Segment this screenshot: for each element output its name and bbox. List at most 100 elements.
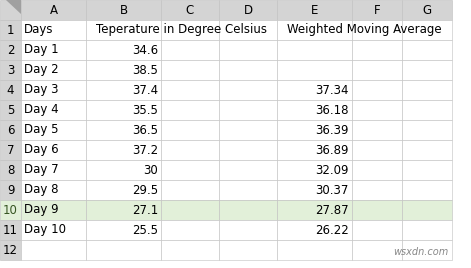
Bar xyxy=(352,40,402,60)
Bar xyxy=(402,180,452,200)
Bar xyxy=(219,100,277,120)
Text: Days: Days xyxy=(24,24,54,36)
Bar xyxy=(86,20,161,40)
Bar xyxy=(161,100,219,120)
Text: 5: 5 xyxy=(7,103,14,117)
Bar xyxy=(21,180,86,200)
Text: Day 6: Day 6 xyxy=(24,143,58,157)
Text: 4: 4 xyxy=(7,84,14,96)
Bar xyxy=(0,60,21,80)
Bar xyxy=(352,120,402,140)
Text: 12: 12 xyxy=(3,244,18,256)
Bar xyxy=(161,20,219,40)
Text: Day 3: Day 3 xyxy=(24,84,58,96)
Bar xyxy=(161,220,219,240)
Text: Day 9: Day 9 xyxy=(24,203,58,217)
Bar xyxy=(219,80,277,100)
Bar xyxy=(21,240,86,260)
Bar xyxy=(86,100,161,120)
Bar xyxy=(21,100,86,120)
Bar xyxy=(86,220,161,240)
Bar xyxy=(161,180,219,200)
Bar xyxy=(161,160,219,180)
Bar xyxy=(352,0,402,20)
Bar xyxy=(86,180,161,200)
Text: Day 4: Day 4 xyxy=(24,103,58,117)
Text: Weighted Moving Average: Weighted Moving Average xyxy=(287,24,442,36)
Text: 8: 8 xyxy=(7,163,14,177)
Bar xyxy=(277,100,352,120)
Bar xyxy=(86,0,161,20)
Text: 6: 6 xyxy=(7,124,14,136)
Bar xyxy=(219,0,277,20)
Bar xyxy=(0,120,21,140)
Text: G: G xyxy=(422,3,431,17)
Bar xyxy=(277,120,352,140)
Bar xyxy=(352,20,402,40)
Bar xyxy=(352,60,402,80)
Bar xyxy=(277,240,352,260)
Bar xyxy=(86,120,161,140)
Bar xyxy=(86,60,161,80)
Bar xyxy=(0,240,21,260)
Text: 32.09: 32.09 xyxy=(316,163,349,177)
Text: 36.39: 36.39 xyxy=(316,124,349,136)
Text: Day 2: Day 2 xyxy=(24,64,58,76)
Text: 36.5: 36.5 xyxy=(132,124,158,136)
Text: Teperature in Degree Celsius: Teperature in Degree Celsius xyxy=(96,24,267,36)
Text: 9: 9 xyxy=(7,184,14,196)
Bar xyxy=(21,140,86,160)
Text: 27.1: 27.1 xyxy=(132,203,158,217)
Bar xyxy=(277,80,352,100)
Bar xyxy=(86,140,161,160)
Bar xyxy=(0,40,21,60)
Bar xyxy=(402,240,452,260)
Text: wsxdn.com: wsxdn.com xyxy=(393,247,448,257)
Text: 37.4: 37.4 xyxy=(132,84,158,96)
Text: B: B xyxy=(120,3,128,17)
Text: C: C xyxy=(186,3,194,17)
Text: 3: 3 xyxy=(7,64,14,76)
Text: 35.5: 35.5 xyxy=(132,103,158,117)
Bar xyxy=(21,60,86,80)
Bar xyxy=(219,60,277,80)
Bar xyxy=(352,240,402,260)
Bar xyxy=(0,180,21,200)
Text: 29.5: 29.5 xyxy=(132,184,158,196)
Text: 2: 2 xyxy=(7,43,14,57)
Bar xyxy=(352,220,402,240)
Bar xyxy=(0,80,21,100)
Text: Day 5: Day 5 xyxy=(24,124,58,136)
Text: 36.18: 36.18 xyxy=(316,103,349,117)
Text: 10: 10 xyxy=(3,203,18,217)
Bar xyxy=(0,220,21,240)
Text: 34.6: 34.6 xyxy=(132,43,158,57)
Bar xyxy=(219,240,277,260)
Bar xyxy=(161,200,219,220)
Text: 11: 11 xyxy=(3,224,18,236)
Text: 37.2: 37.2 xyxy=(132,143,158,157)
Text: Day 7: Day 7 xyxy=(24,163,58,177)
Bar xyxy=(86,200,161,220)
Bar xyxy=(402,100,452,120)
Bar xyxy=(219,220,277,240)
Text: 38.5: 38.5 xyxy=(132,64,158,76)
Bar xyxy=(352,160,402,180)
Bar xyxy=(86,40,161,60)
Bar xyxy=(402,220,452,240)
Bar xyxy=(0,0,21,20)
Text: A: A xyxy=(49,3,57,17)
Bar xyxy=(219,120,277,140)
Bar xyxy=(402,140,452,160)
Bar xyxy=(352,140,402,160)
Text: 37.34: 37.34 xyxy=(316,84,349,96)
Text: Day 10: Day 10 xyxy=(24,224,66,236)
Bar xyxy=(219,40,277,60)
Bar xyxy=(0,160,21,180)
Bar xyxy=(161,80,219,100)
Bar xyxy=(0,100,21,120)
Text: D: D xyxy=(244,3,252,17)
Bar xyxy=(219,200,277,220)
Text: Day 1: Day 1 xyxy=(24,43,58,57)
Bar xyxy=(277,180,352,200)
